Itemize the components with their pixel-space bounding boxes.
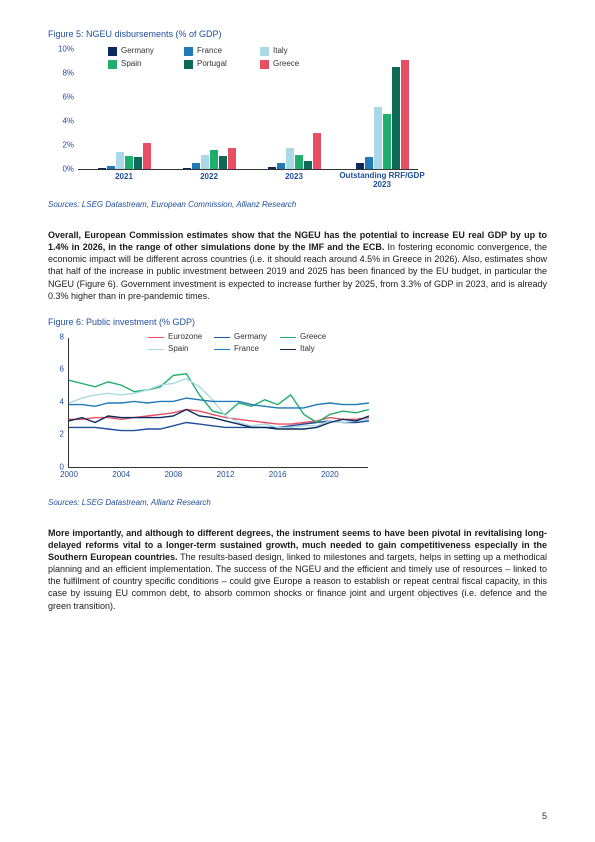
fig5-group: 2022 <box>173 148 245 170</box>
fig6-ytick: 2 <box>48 430 64 441</box>
fig5-bar <box>134 157 142 169</box>
fig6-line <box>69 374 369 423</box>
fig6-line <box>69 421 369 431</box>
fig5-group: Outstanding RRF/GDP 2023 <box>346 60 418 169</box>
fig5-xtick: 2021 <box>115 172 133 183</box>
fig5-bar <box>286 148 294 170</box>
fig6-title: Figure 6: Public investment (% GDP) <box>48 316 547 328</box>
fig5-xtick: Outstanding RRF/GDP 2023 <box>337 172 427 190</box>
fig6-xtick: 2008 <box>164 470 182 481</box>
fig6-xtick: 2016 <box>269 470 287 481</box>
fig6-line <box>69 398 369 408</box>
fig5-plot: 2021 2022 2023 Outstanding RRF/GDP 2023 <box>78 50 418 170</box>
fig5-bar <box>125 156 133 169</box>
fig5-group: 2023 <box>258 133 330 169</box>
fig6-xtick: 2020 <box>321 470 339 481</box>
fig5-chart: GermanyFranceItalySpainPortugalGreece 20… <box>48 44 428 194</box>
fig5-bar <box>268 167 276 169</box>
fig5-bar <box>304 161 312 169</box>
fig6-chart: EurozoneGermanyGreeceSpainFranceItaly 20… <box>48 332 378 492</box>
page-number: 5 <box>542 810 547 822</box>
fig5-bar <box>201 155 209 169</box>
fig6-sources: Sources: LSEG Datastream, Allianz Resear… <box>48 498 547 509</box>
fig5-bar <box>401 60 409 169</box>
fig5-bar <box>313 133 321 169</box>
para1: Overall, European Commission estimates s… <box>48 229 547 302</box>
fig5-bar <box>374 107 382 169</box>
fig5-bar <box>392 67 400 169</box>
fig5-title: Figure 5: NGEU disbursements (% of GDP) <box>48 28 547 40</box>
fig5-xtick: 2023 <box>285 172 303 183</box>
fig5-bar <box>277 163 285 169</box>
fig5-bar <box>183 168 191 169</box>
fig5-bar <box>107 166 115 170</box>
fig5-bar <box>295 155 303 169</box>
fig5-bar <box>116 152 124 169</box>
fig6-xtick: 2012 <box>217 470 235 481</box>
fig6-ytick: 6 <box>48 365 64 376</box>
para2: More importantly, and although to differ… <box>48 527 547 612</box>
fig5-bar <box>365 157 373 169</box>
fig5-ytick: 4% <box>48 117 74 128</box>
fig5-bar <box>383 114 391 169</box>
fig5-bar <box>192 163 200 169</box>
fig6-ytick: 4 <box>48 398 64 409</box>
fig5-bar <box>210 150 218 169</box>
fig5-sources: Sources: LSEG Datastream, European Commi… <box>48 200 547 211</box>
fig5-group: 2021 <box>88 143 160 169</box>
fig5-ytick: 10% <box>48 45 74 56</box>
fig5-ytick: 6% <box>48 93 74 104</box>
fig5-xtick: 2022 <box>200 172 218 183</box>
fig5-bar <box>356 163 364 169</box>
fig6-ytick: 8 <box>48 333 64 344</box>
fig5-ytick: 8% <box>48 69 74 80</box>
fig5-bar <box>228 148 236 170</box>
fig5-ytick: 2% <box>48 141 74 152</box>
fig5-ytick: 0% <box>48 165 74 176</box>
fig5-bar <box>98 168 106 169</box>
fig6-xtick: 2004 <box>112 470 130 481</box>
fig6-ytick: 0 <box>48 463 64 474</box>
fig5-bar <box>143 143 151 169</box>
fig6-plot: 200020042008201220162020 <box>68 338 368 468</box>
fig5-bar <box>219 156 227 169</box>
